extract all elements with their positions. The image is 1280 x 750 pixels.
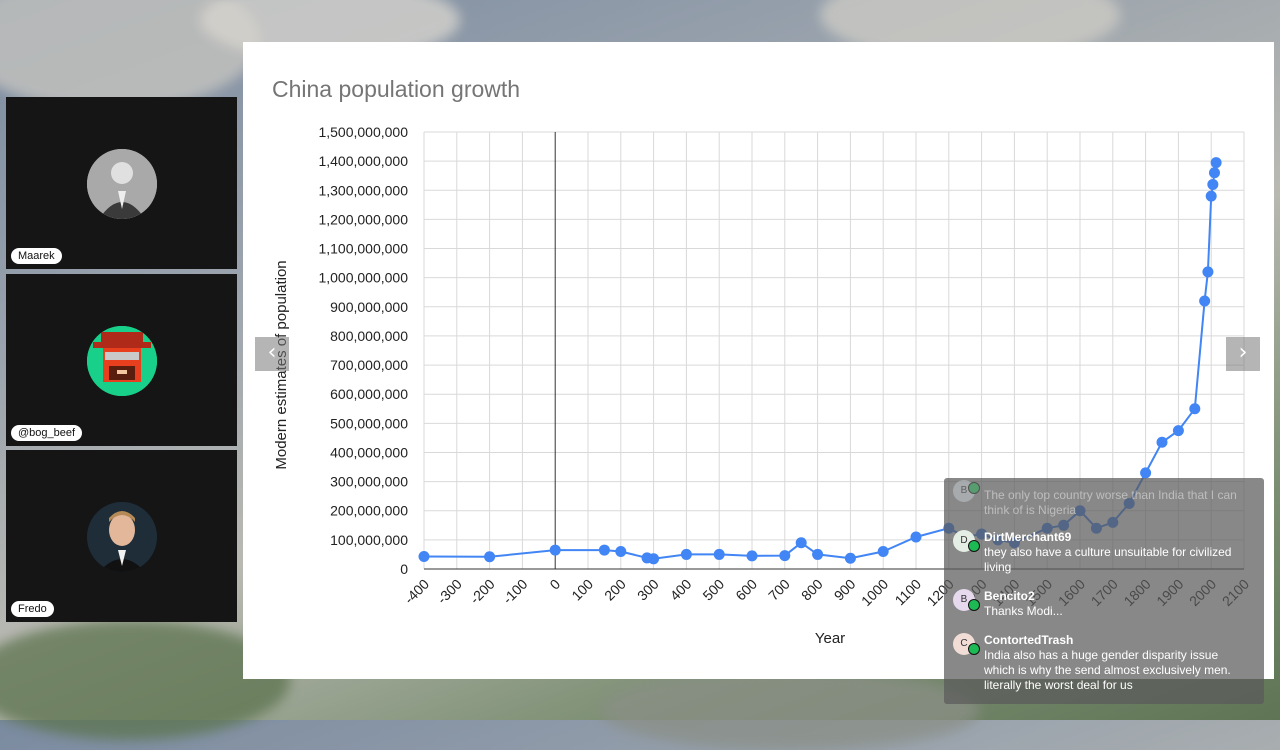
background-blob: [600, 670, 980, 750]
y-tick-label: 400,000,000: [330, 444, 408, 460]
pixel-character-icon: [87, 326, 157, 396]
verified-badge-icon: [968, 540, 980, 552]
data-point: [598, 544, 610, 556]
x-tick-label: 1000: [858, 576, 891, 609]
data-point: [418, 550, 430, 562]
x-tick-label: 400: [667, 576, 695, 604]
y-tick-label: 500,000,000: [330, 415, 408, 431]
y-tick-label: 1,300,000,000: [318, 182, 408, 198]
data-point: [812, 548, 824, 560]
x-tick-label: -300: [434, 576, 465, 607]
data-point: [549, 544, 561, 556]
data-point: [648, 553, 660, 565]
chat-username: Bencito2: [984, 589, 1035, 603]
x-tick-label: 800: [798, 576, 826, 604]
data-point: [615, 546, 627, 558]
avatar: [87, 326, 157, 396]
x-tick-label: 0: [546, 576, 563, 593]
data-point: [1205, 190, 1217, 202]
data-point: [680, 548, 692, 560]
chat-text: they also have a culture unsuitable for …: [984, 545, 1232, 574]
x-tick-label: 900: [831, 576, 859, 604]
y-tick-label: 900,000,000: [330, 299, 408, 315]
x-tick-label: 300: [634, 576, 662, 604]
data-point: [844, 552, 856, 564]
data-point: [746, 550, 758, 562]
data-point: [1199, 295, 1211, 307]
participant-name: @bog_beef: [11, 425, 83, 441]
y-tick-label: 200,000,000: [330, 503, 408, 519]
y-tick-label: 100,000,000: [330, 532, 408, 548]
avatar-portrait-icon: [87, 149, 157, 219]
y-tick-label: 1,500,000,000: [318, 124, 408, 140]
data-point: [795, 537, 807, 549]
y-tick-label: 600,000,000: [330, 386, 408, 402]
next-slide-button[interactable]: ›: [1226, 337, 1260, 371]
x-tick-label: 200: [601, 576, 629, 604]
y-tick-label: 800,000,000: [330, 328, 408, 344]
data-point: [910, 531, 922, 543]
avatar: [87, 149, 157, 219]
chat-overlay: B The only top country worse than India …: [944, 478, 1264, 704]
y-tick-label: 700,000,000: [330, 357, 408, 373]
chat-username: ContortedTrash: [984, 633, 1074, 647]
participant-tile-fredo[interactable]: Fredo: [6, 450, 237, 622]
participant-tile-maarek[interactable]: Maarek: [6, 97, 237, 269]
y-tick-label: 1,100,000,000: [318, 241, 408, 257]
y-tick-label: 0: [400, 561, 408, 577]
verified-badge-icon: [968, 643, 980, 655]
y-tick-label: 1,400,000,000: [318, 153, 408, 169]
chart-title: China population growth: [272, 76, 520, 102]
data-point: [1210, 157, 1222, 169]
avatar-portrait-icon: [87, 502, 157, 572]
x-tick-label: 600: [732, 576, 760, 604]
x-tick-label: 700: [765, 576, 793, 604]
prev-slide-button[interactable]: ‹: [255, 337, 289, 371]
data-point: [1202, 266, 1214, 278]
y-tick-label: 300,000,000: [330, 474, 408, 490]
x-tick-label: 500: [699, 576, 727, 604]
verified-badge-icon: [968, 599, 980, 611]
participant-tile-bog-beef[interactable]: @bog_beef: [6, 274, 237, 446]
data-point: [484, 551, 496, 563]
participant-name: Maarek: [11, 248, 62, 264]
data-point: [713, 548, 725, 560]
x-tick-label: -100: [499, 576, 530, 607]
chat-text: Thanks Modi...: [984, 604, 1063, 618]
x-tick-label: -200: [467, 576, 498, 607]
data-point: [1156, 436, 1168, 448]
data-point: [1189, 403, 1201, 415]
verified-badge-icon: [968, 482, 980, 494]
x-axis-title: Year: [815, 630, 845, 647]
participant-name: Fredo: [11, 601, 54, 617]
chat-username: DirtMerchant69: [984, 530, 1072, 544]
data-point: [779, 550, 791, 562]
data-point: [1140, 467, 1152, 479]
y-tick-label: 1,200,000,000: [318, 211, 408, 227]
chat-text: The only top country worse than India th…: [984, 488, 1237, 517]
data-point: [877, 546, 889, 558]
data-point: [1208, 167, 1220, 179]
y-tick-label: 1,000,000,000: [318, 270, 408, 286]
x-tick-label: 100: [568, 576, 596, 604]
chat-text: India also has a huge gender disparity i…: [984, 648, 1231, 692]
data-point: [1207, 178, 1219, 190]
x-tick-label: 1100: [892, 576, 925, 609]
x-tick-label: -400: [401, 576, 432, 607]
avatar: [87, 502, 157, 572]
data-point: [1172, 425, 1184, 437]
y-axis-ticks: 0 100,000,000 200,000,000 300,000,000 400,00…: [318, 124, 408, 577]
